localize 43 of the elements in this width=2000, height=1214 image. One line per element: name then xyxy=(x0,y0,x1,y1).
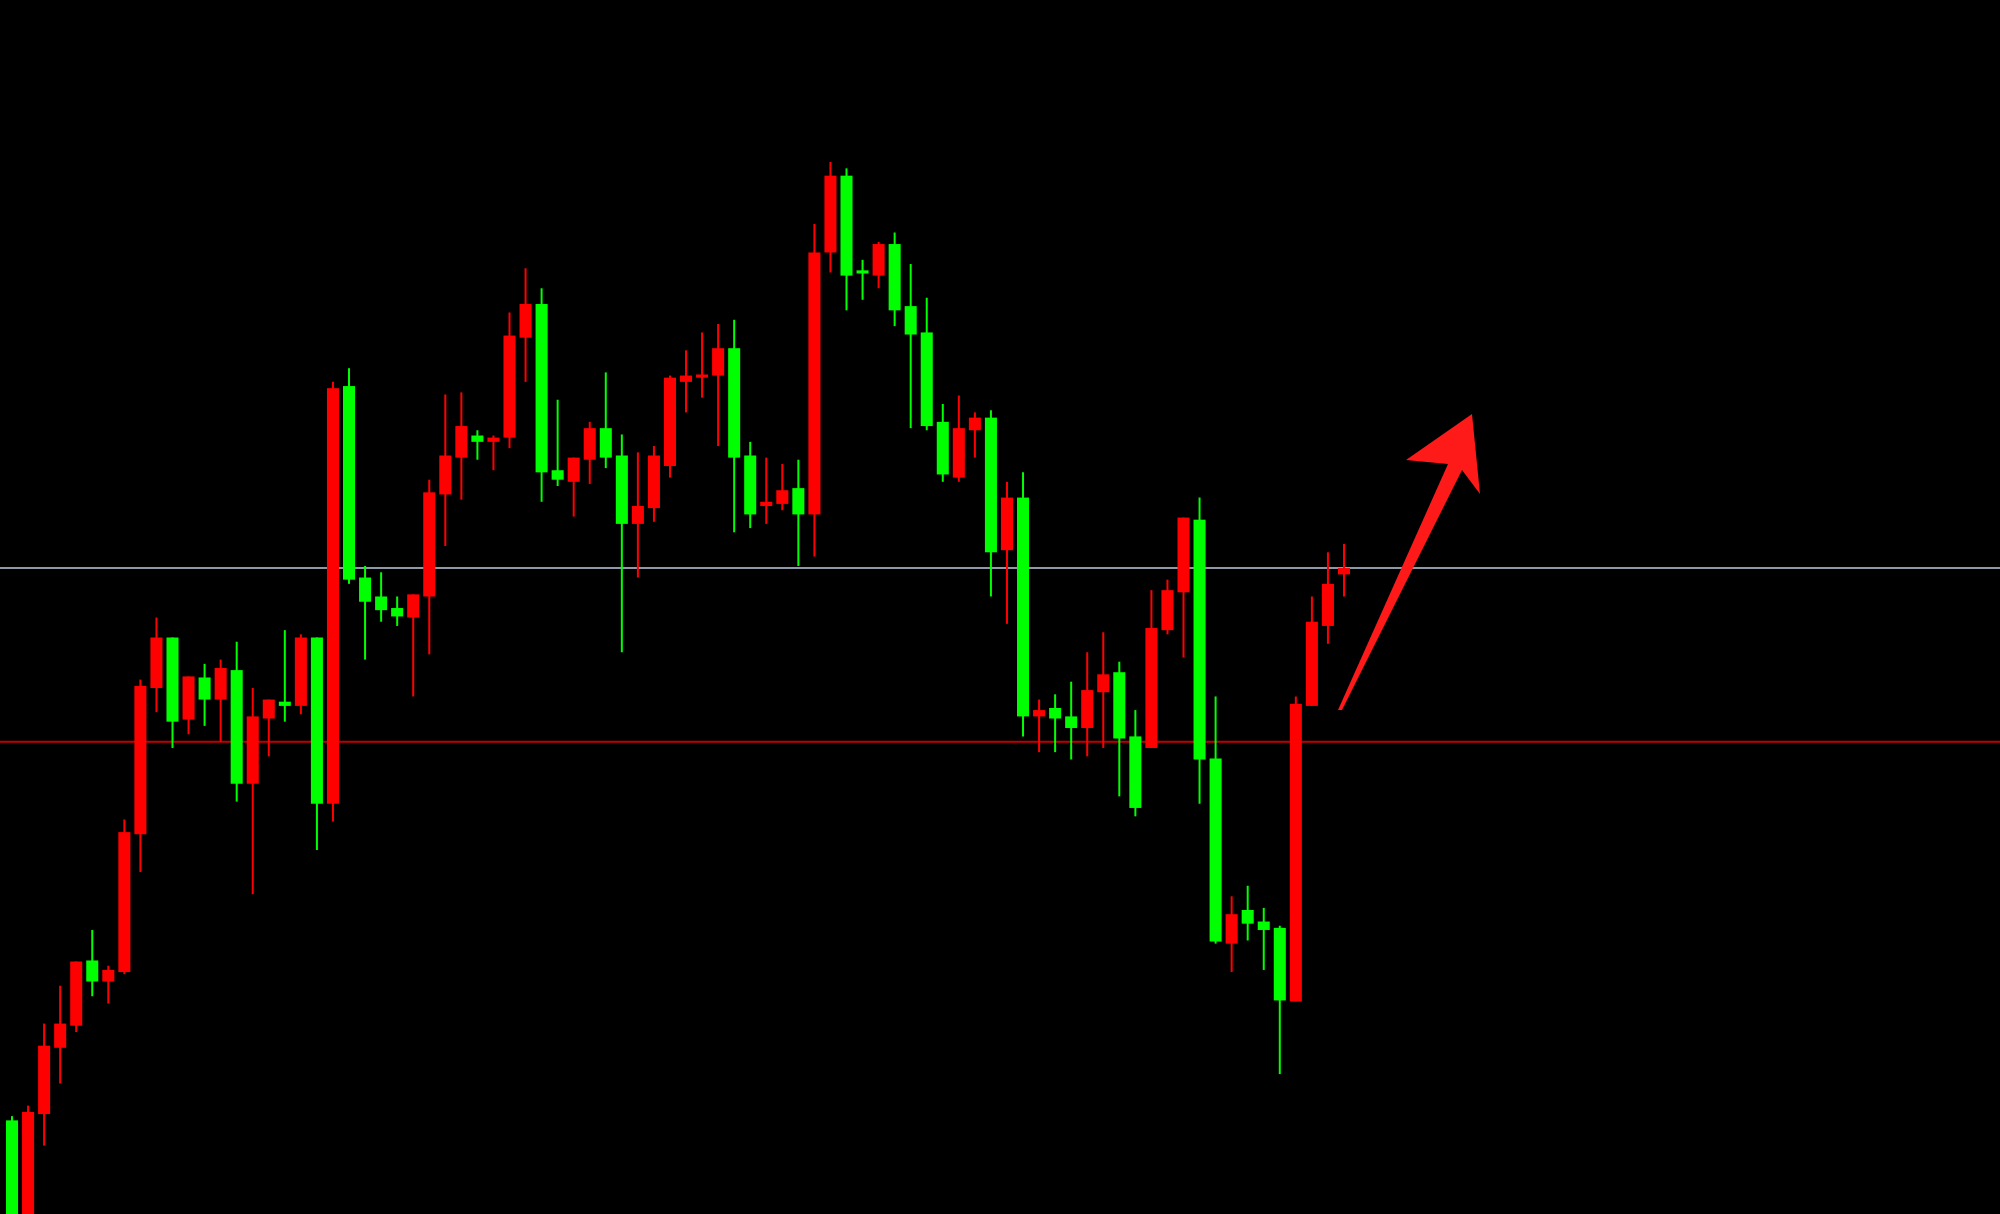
candlestick xyxy=(86,928,99,998)
candlestick xyxy=(776,462,789,512)
candlestick xyxy=(1321,551,1334,645)
candlestick xyxy=(471,429,484,461)
candlestick xyxy=(359,564,372,661)
candlestick xyxy=(1049,693,1062,754)
candlestick xyxy=(599,371,612,470)
candlestick xyxy=(551,398,564,488)
candlestick xyxy=(182,675,195,736)
candlestick xyxy=(278,629,291,723)
candlestick xyxy=(1081,651,1094,758)
candlestick xyxy=(631,451,644,579)
candlestick xyxy=(1097,631,1110,749)
candlestick xyxy=(1065,680,1078,761)
candlestick xyxy=(1161,578,1174,636)
candlestick xyxy=(391,595,404,627)
candlestick xyxy=(375,571,388,623)
candlestick xyxy=(712,323,725,448)
candlestick xyxy=(872,240,885,290)
candlestick xyxy=(680,349,693,414)
candlestick xyxy=(455,391,468,501)
candlestick xyxy=(583,420,596,485)
candlestick xyxy=(968,411,981,459)
candlestick xyxy=(1337,542,1350,598)
candlestick xyxy=(214,658,227,743)
candlestick xyxy=(696,331,709,399)
candlestick xyxy=(760,456,773,525)
candlestick xyxy=(439,393,452,547)
candlestick xyxy=(102,964,115,1005)
candlestick xyxy=(262,698,275,758)
candlestick xyxy=(567,456,580,518)
candlestick xyxy=(904,263,917,430)
candlestick xyxy=(856,258,869,301)
candlestick xyxy=(54,984,67,1085)
candlestick xyxy=(1241,884,1254,942)
candlestick xyxy=(1257,906,1270,971)
candlestick xyxy=(792,458,805,567)
candlestick xyxy=(407,593,420,698)
candlestick xyxy=(519,267,532,383)
candlestick xyxy=(198,662,211,727)
candlestick xyxy=(1033,698,1046,754)
candlestick xyxy=(487,434,500,472)
candlestick xyxy=(1225,895,1238,974)
